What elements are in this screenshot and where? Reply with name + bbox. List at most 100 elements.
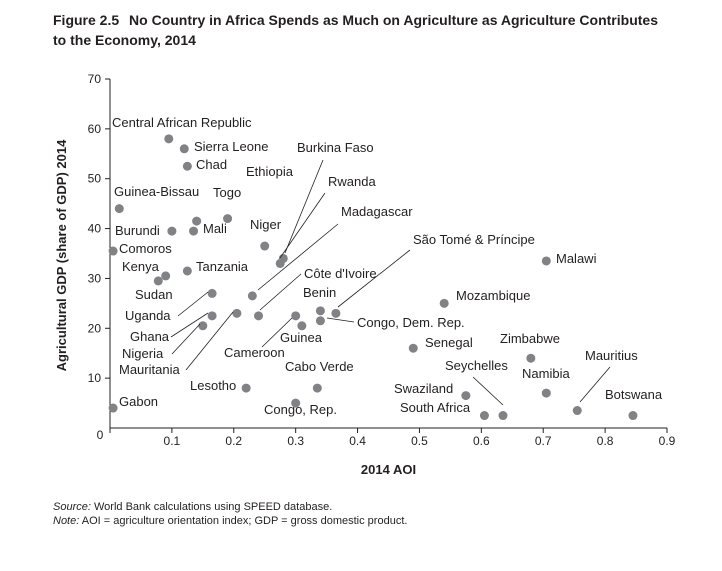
y-tick-label: 70 xyxy=(88,72,102,86)
leader-line-mauritania xyxy=(185,311,234,371)
label-central-african-republic: Central African Republic xyxy=(112,115,252,130)
label-congo-dem-rep: Congo, Dem. Rep. xyxy=(357,315,465,330)
point-ghana xyxy=(207,311,217,321)
label-burkina-faso: Burkina Faso xyxy=(297,140,374,155)
x-tick-label: 0.8 xyxy=(597,434,614,448)
label-namibia: Namibia xyxy=(522,366,570,381)
source-text: World Bank calculations using SPEED data… xyxy=(93,501,333,513)
point-mauritius xyxy=(572,406,582,416)
point-cote-d-ivoire xyxy=(254,311,264,321)
point-sao-tome-principe xyxy=(331,308,341,318)
label-nigeria: Nigeria xyxy=(122,346,164,361)
origin-tick-label: 0 xyxy=(97,428,104,442)
label-burundi: Burundi xyxy=(115,223,160,238)
point-benin xyxy=(315,306,325,316)
point-mozambique xyxy=(439,298,449,308)
leader-line-cote-d-ivoire xyxy=(259,273,302,311)
source-note: Source: World Bank calculations using SP… xyxy=(53,500,407,514)
point-congo-rep xyxy=(291,398,301,408)
x-tick-label: 0.1 xyxy=(164,434,181,448)
label-guinea: Guinea xyxy=(280,330,323,345)
leader-line-rwanda xyxy=(279,192,326,259)
label-madagascar: Madagascar xyxy=(341,204,413,219)
point-senegal xyxy=(408,343,418,353)
label-comoros: Comoros xyxy=(119,241,172,256)
x-tick-label: 0.5 xyxy=(411,434,428,448)
y-axis-title: Agricultural GDP (share of GDP) 2014 xyxy=(54,139,69,371)
point-seychelles xyxy=(498,411,508,421)
x-tick-label: 0.6 xyxy=(473,434,490,448)
point-kenya xyxy=(161,271,171,281)
point-togo xyxy=(192,216,202,226)
label-sierra-leone: Sierra Leone xyxy=(194,139,268,154)
label-guinea-bissau: Guinea-Bissau xyxy=(114,184,199,199)
label-niger: Niger xyxy=(250,217,282,232)
note-text: AOI = agriculture orientation index; GDP… xyxy=(81,515,408,527)
point-madagascar xyxy=(247,291,257,301)
point-mauritania xyxy=(232,308,242,318)
label-gabon: Gabon xyxy=(119,394,158,409)
label-zimbabwe: Zimbabwe xyxy=(500,331,560,346)
leader-line-congo-dem-rep xyxy=(326,317,355,323)
point-nigeria xyxy=(198,321,208,331)
figure-title-line2: to the Economy, 2014 xyxy=(53,32,196,48)
point-congo-dem-rep xyxy=(315,316,325,326)
x-axis-title: 2014 AOI xyxy=(361,462,416,477)
point-mali xyxy=(189,226,199,236)
point-tanzania xyxy=(182,266,192,276)
point-sierra-leone xyxy=(179,144,189,154)
label-sudan: Sudan xyxy=(135,287,173,302)
x-tick-label: 0.9 xyxy=(659,434,676,448)
y-tick-label: 60 xyxy=(88,122,102,136)
label-mauritania: Mauritania xyxy=(119,362,180,377)
leader-line-burkina-faso xyxy=(284,159,324,254)
label-rwanda: Rwanda xyxy=(328,174,376,189)
point-burundi xyxy=(167,226,177,236)
x-tick-label: 0.2 xyxy=(225,434,242,448)
label-seychelles: Seychelles xyxy=(445,358,508,373)
x-tick-label: 0.3 xyxy=(287,434,304,448)
point-cameroon xyxy=(291,311,301,321)
leader-line-cameroon xyxy=(261,317,293,348)
leader-line-seychelles xyxy=(472,376,504,406)
label-ghana: Ghana xyxy=(130,329,170,344)
point-zimbabwe xyxy=(526,353,536,363)
figure-title-line1: No Country in Africa Spends as Much on A… xyxy=(129,12,658,28)
leader-line-madagascar xyxy=(257,223,339,291)
label-cameroon: Cameroon xyxy=(224,345,285,360)
point-chad xyxy=(182,161,192,171)
point-uganda xyxy=(207,288,217,298)
leader-line-nigeria xyxy=(171,323,201,355)
label-benin: Benin xyxy=(303,285,336,300)
point-namibia xyxy=(541,388,551,398)
point-central-african-republic xyxy=(164,134,174,144)
leader-line-mauritius xyxy=(579,366,611,403)
y-tick-label: 10 xyxy=(88,371,102,385)
source-label: Source: xyxy=(53,501,91,513)
y-tick-label: 30 xyxy=(88,271,102,285)
label-uganda: Uganda xyxy=(125,308,171,323)
leader-line-uganda xyxy=(177,291,209,317)
point-botswana xyxy=(628,411,638,421)
point-rwanda xyxy=(275,258,285,268)
y-tick-label: 20 xyxy=(88,321,102,335)
x-tick-label: 0.7 xyxy=(535,434,552,448)
label-lesotho: Lesotho xyxy=(190,378,236,393)
leader-line-ghana xyxy=(170,312,209,338)
point-sudan xyxy=(153,276,163,286)
label-malawi: Malawi xyxy=(556,251,597,266)
label-mozambique: Mozambique xyxy=(456,288,530,303)
figure-notes: Source: World Bank calculations using SP… xyxy=(53,500,407,528)
figure-label: Figure 2.5 xyxy=(53,12,120,28)
point-gabon xyxy=(108,403,118,413)
label-ethiopia: Ethiopia xyxy=(246,164,294,179)
point-comoros xyxy=(108,246,118,256)
scatter-chart: 0.1 0.2 0.3 0.4 0.5 0.6 0.7 0.8 0.9 0 10 20 30 40 50 60… xyxy=(54,72,676,477)
label-mauritius: Mauritius xyxy=(585,348,638,363)
point-cabo-verde xyxy=(312,383,322,393)
point-niger xyxy=(260,241,270,251)
point-swaziland xyxy=(461,391,471,401)
point-ethiopia xyxy=(223,214,233,224)
x-tick-label: 0.4 xyxy=(349,434,366,448)
label-south-africa: South Africa xyxy=(400,400,471,415)
